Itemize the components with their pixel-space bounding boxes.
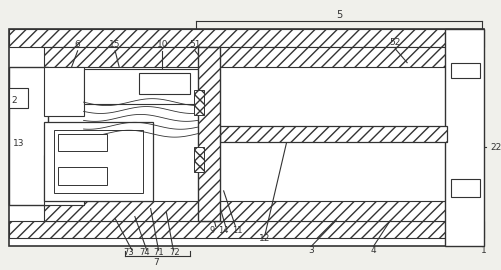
Text: 12: 12: [259, 234, 270, 243]
Bar: [9, 29, 483, 47]
Text: 14: 14: [218, 226, 228, 235]
Bar: [194, 147, 203, 172]
Text: 2: 2: [12, 96, 17, 105]
Text: 51: 51: [189, 40, 200, 49]
Bar: [44, 47, 446, 67]
Bar: [83, 69, 209, 104]
Text: 11: 11: [232, 226, 242, 235]
Text: 71: 71: [153, 248, 163, 256]
Bar: [194, 90, 203, 115]
Bar: [444, 29, 483, 246]
Bar: [9, 221, 483, 238]
Bar: [197, 47, 219, 221]
Bar: [9, 29, 483, 246]
Bar: [58, 134, 107, 151]
Text: 6: 6: [75, 40, 80, 49]
Bar: [450, 179, 479, 197]
Text: 1: 1: [480, 246, 486, 255]
Text: 7: 7: [153, 258, 159, 267]
Bar: [58, 167, 107, 185]
Bar: [9, 88, 28, 108]
Bar: [44, 201, 446, 221]
Text: 74: 74: [139, 248, 150, 256]
Text: 3: 3: [308, 246, 314, 255]
Bar: [44, 67, 83, 116]
Text: 10: 10: [156, 40, 168, 49]
Bar: [44, 156, 83, 205]
Text: 73: 73: [123, 248, 134, 256]
Bar: [139, 73, 190, 94]
Bar: [9, 67, 48, 205]
Bar: [450, 63, 479, 79]
Text: 9: 9: [209, 226, 214, 235]
Bar: [54, 130, 142, 193]
Bar: [44, 122, 152, 201]
Text: 5: 5: [335, 10, 342, 20]
Text: 4: 4: [370, 246, 376, 255]
Text: 52: 52: [389, 38, 400, 48]
Bar: [219, 126, 446, 141]
Text: 72: 72: [169, 248, 179, 256]
Text: 13: 13: [13, 139, 24, 148]
Text: 22: 22: [489, 143, 500, 152]
Text: 15: 15: [109, 40, 121, 49]
